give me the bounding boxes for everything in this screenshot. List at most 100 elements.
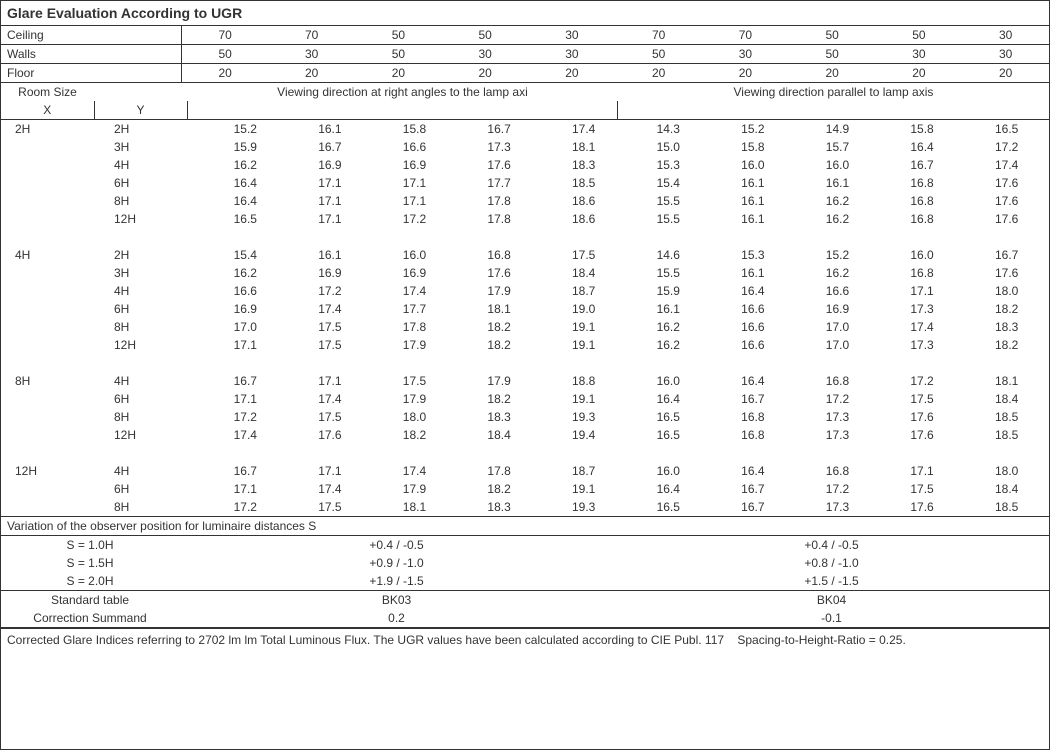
room-x: 2H: [1, 120, 104, 138]
ugr-value: 18.3: [541, 156, 626, 174]
ugr-value: 17.6: [457, 156, 542, 174]
ugr-value: 16.9: [288, 156, 373, 174]
ugr-value: 17.4: [880, 318, 965, 336]
reflectance-value: 30: [529, 45, 616, 64]
ugr-value: 15.2: [795, 246, 880, 264]
room-x: [1, 174, 104, 192]
room-x: [1, 480, 104, 498]
variation-title: Variation of the observer position for l…: [1, 516, 1049, 536]
ugr-value: 16.4: [711, 282, 796, 300]
ugr-value: 16.9: [372, 156, 457, 174]
ugr-value: 14.3: [626, 120, 711, 138]
ugr-value: 17.4: [288, 390, 373, 408]
reflectance-value: 20: [529, 64, 616, 83]
room-y: 2H: [104, 246, 203, 264]
ugr-value: 17.6: [880, 426, 965, 444]
ugr-value: 17.8: [457, 192, 542, 210]
reflectance-value: 30: [702, 45, 789, 64]
ugr-value: 17.6: [964, 264, 1049, 282]
reflectance-value: 50: [182, 45, 269, 64]
ugr-value: 18.6: [541, 192, 626, 210]
ugr-value: 16.6: [711, 300, 796, 318]
ugr-value: 18.7: [541, 462, 626, 480]
section-headers: Room Size Viewing direction at right ang…: [1, 83, 1049, 120]
ugr-value: 16.9: [795, 300, 880, 318]
ugr-value: 16.4: [203, 174, 288, 192]
ugr-value: 17.3: [880, 300, 965, 318]
ugr-value: 16.2: [795, 192, 880, 210]
room-x: [1, 264, 104, 282]
ugr-value: 19.3: [541, 408, 626, 426]
ugr-value: 17.2: [964, 138, 1049, 156]
ugr-value: 18.7: [541, 282, 626, 300]
room-y: 12H: [104, 336, 203, 354]
ugr-value: 19.1: [541, 318, 626, 336]
ugr-value: 16.2: [203, 156, 288, 174]
ugr-value: 18.5: [541, 174, 626, 192]
ugr-value: 16.2: [795, 264, 880, 282]
ugr-value: 18.2: [457, 390, 542, 408]
ugr-value: 18.1: [964, 372, 1049, 390]
ugr-data-table: 2H2H15.216.115.816.717.414.315.214.915.8…: [1, 120, 1049, 516]
ugr-value: 17.4: [203, 426, 288, 444]
reflectance-value: 30: [529, 26, 616, 45]
ugr-value: 16.5: [626, 426, 711, 444]
ugr-value: 17.2: [203, 408, 288, 426]
ugr-value: 15.5: [626, 192, 711, 210]
ugr-value: 16.5: [626, 408, 711, 426]
report-title: Glare Evaluation According to UGR: [1, 1, 1049, 26]
ugr-value: 17.5: [880, 480, 965, 498]
reflectance-value: 50: [355, 26, 442, 45]
ugr-value: 16.4: [711, 462, 796, 480]
ugr-value: 16.2: [626, 318, 711, 336]
y-label: Y: [94, 101, 187, 120]
ugr-value: 16.8: [711, 426, 796, 444]
room-x: [1, 498, 104, 516]
ugr-value: 19.1: [541, 480, 626, 498]
variation-label: S = 1.0H: [1, 536, 179, 554]
ugr-value: 17.4: [541, 120, 626, 138]
correction-left: 0.2: [179, 609, 614, 628]
reflectance-label: Ceiling: [1, 26, 182, 45]
ugr-value: 17.5: [288, 336, 373, 354]
ugr-value: 19.0: [541, 300, 626, 318]
ugr-value: 17.1: [880, 282, 965, 300]
room-x: [1, 426, 104, 444]
ugr-value: 16.2: [795, 210, 880, 228]
ugr-value: 17.9: [372, 336, 457, 354]
reflectance-value: 70: [615, 26, 702, 45]
ugr-value: 17.6: [880, 498, 965, 516]
ugr-value: 16.9: [372, 264, 457, 282]
room-x: [1, 138, 104, 156]
ugr-value: 17.3: [795, 426, 880, 444]
ugr-value: 16.7: [203, 462, 288, 480]
ugr-value: 18.4: [964, 390, 1049, 408]
room-y: 6H: [104, 300, 203, 318]
ugr-value: 15.8: [880, 120, 965, 138]
ugr-value: 17.3: [880, 336, 965, 354]
ugr-value: 16.7: [711, 390, 796, 408]
ugr-value: 17.1: [288, 210, 373, 228]
ugr-value: 16.2: [203, 264, 288, 282]
ugr-value: 17.3: [795, 498, 880, 516]
ugr-value: 14.6: [626, 246, 711, 264]
ugr-value: 16.6: [711, 318, 796, 336]
ugr-value: 17.6: [457, 264, 542, 282]
ugr-value: 17.9: [372, 480, 457, 498]
ugr-value: 18.3: [457, 408, 542, 426]
room-x: 12H: [1, 462, 104, 480]
ugr-value: 18.3: [457, 498, 542, 516]
ugr-value: 15.8: [372, 120, 457, 138]
ugr-value: 18.6: [541, 210, 626, 228]
ugr-value: 18.2: [964, 336, 1049, 354]
room-y: 12H: [104, 210, 203, 228]
room-x: [1, 336, 104, 354]
ugr-value: 16.7: [711, 498, 796, 516]
ugr-value: 17.2: [372, 210, 457, 228]
ugr-value: 16.8: [880, 192, 965, 210]
ugr-value: 16.8: [880, 264, 965, 282]
ugr-value: 15.9: [626, 282, 711, 300]
ugr-value: 17.1: [288, 192, 373, 210]
ugr-value: 17.1: [288, 372, 373, 390]
ugr-value: 17.5: [288, 408, 373, 426]
